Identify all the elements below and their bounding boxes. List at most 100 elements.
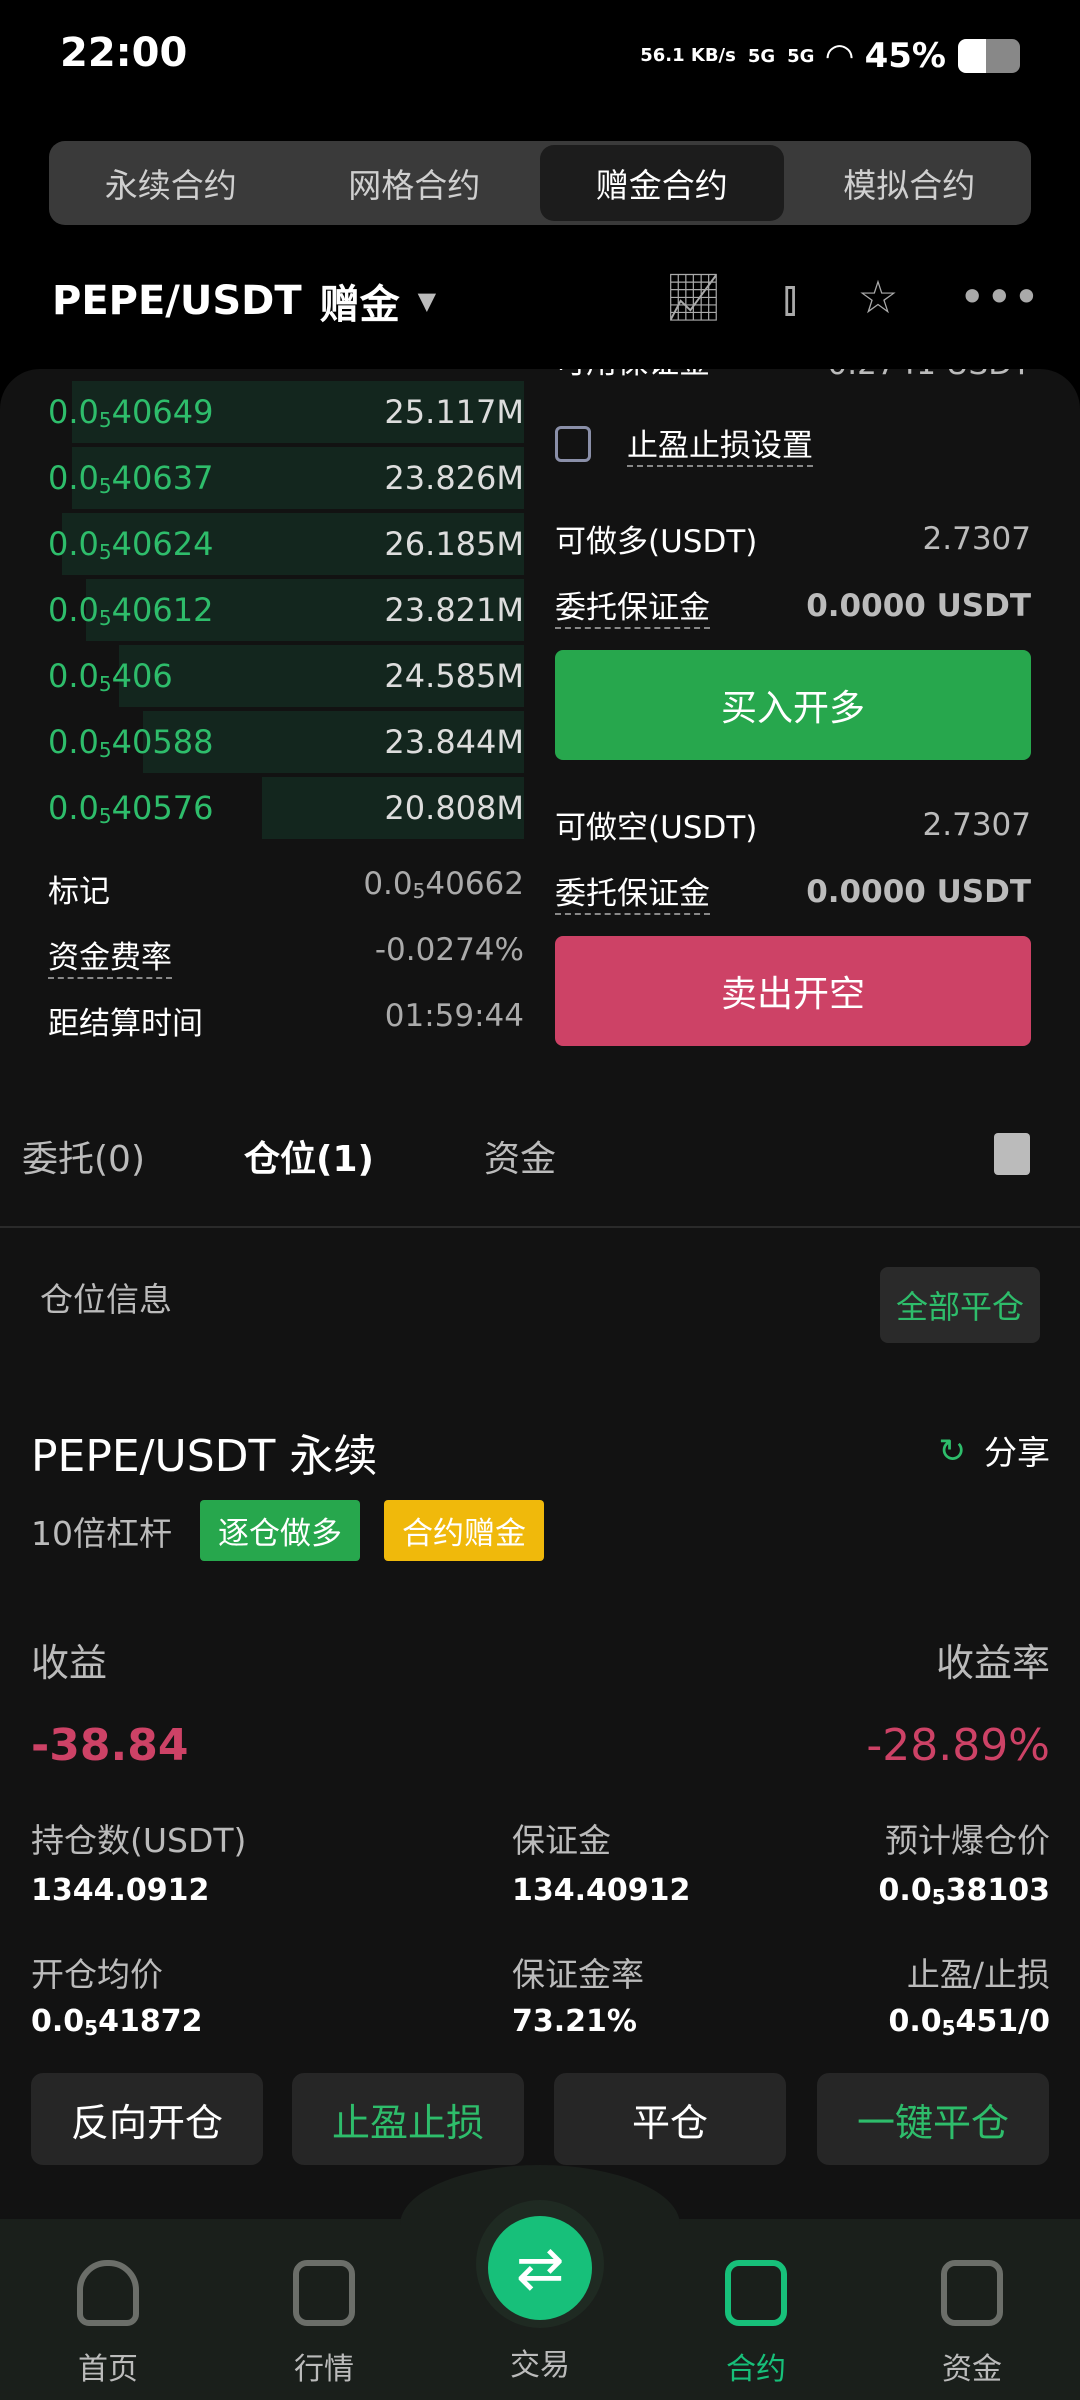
entry-label: 开仓均价 [31, 1955, 163, 1994]
orderbook-row[interactable]: 0.05406 24.585M [48, 645, 524, 707]
status-time: 22:00 [60, 30, 188, 76]
mark-price: 0.0540662 [363, 866, 524, 903]
pnl-label: 收益 [31, 1641, 108, 1685]
pair-selector[interactable]: PEPE/USDT 赠金 ▼ [52, 272, 436, 330]
long-label: 可做多(USDT) [555, 524, 758, 560]
ask-price: 0.0540612 [48, 590, 214, 630]
ask-price: 0.0540588 [48, 722, 214, 762]
star-icon[interactable]: ☆ [857, 270, 899, 324]
close-button[interactable]: 平仓 [554, 2073, 786, 2165]
margin-short-value: 0.0000 USDT [806, 873, 1031, 910]
orderbook-row[interactable]: 0.0540637 23.826M [48, 447, 524, 509]
nav-label: 合约 [726, 2352, 786, 2387]
liq-label: 预计爆仓价 [885, 1821, 1050, 1860]
position-symbol: PEPE/USDT 永续 [31, 1431, 378, 1482]
ask-price: 0.0540649 [48, 392, 214, 432]
margin-ratio: 73.21% [512, 2004, 637, 2039]
short-value: 2.7307 [922, 806, 1031, 843]
tpsl-checkbox[interactable] [555, 425, 591, 462]
tpsl-button[interactable]: 止盈止损 [292, 2073, 524, 2165]
markets-icon [293, 2260, 355, 2326]
margin-label[interactable]: 委托保证金 [555, 582, 710, 629]
quick-close-button[interactable]: 一键平仓 [817, 2073, 1049, 2165]
short-margin-row: 委托保证金 0.0000 USDT [555, 868, 1031, 915]
depth-bar [71, 447, 524, 509]
tpsl-setting[interactable]: 止盈止损设置 [555, 420, 1031, 467]
leverage: 10倍杠杆 [31, 1513, 172, 1553]
close-all-button[interactable]: 全部平仓 [880, 1267, 1040, 1343]
pair-name: PEPE/USDT [52, 278, 302, 324]
funding-rate-row: 资金费率 -0.0274% [48, 932, 524, 979]
depth-bar [86, 579, 524, 641]
tab-orders[interactable]: 委托(0) [22, 1139, 145, 1180]
tab-assets[interactable]: 资金 [484, 1139, 557, 1180]
nav-trade[interactable]: 交易 [470, 2340, 610, 2384]
tpsl-value: 0.05451/0 [888, 2004, 1050, 2040]
orderbook-row[interactable]: 0.0540624 26.185M [48, 513, 524, 575]
nav-label: 首页 [78, 2352, 138, 2387]
entry-price: 0.0541872 [31, 2004, 203, 2040]
ask-price: 0.0540624 [48, 524, 214, 564]
tab-demo[interactable]: 模拟合约 [843, 166, 976, 205]
orderbook-row[interactable]: 0.0540649 25.117M [48, 381, 524, 443]
signal-icon: 5G [747, 45, 776, 67]
ask-quantity: 20.808M [384, 789, 524, 827]
tab-perpetual[interactable]: 永续合约 [104, 166, 237, 205]
nav-assets[interactable]: 资金 [902, 2260, 1042, 2388]
ask-price: 0.05406 [48, 656, 173, 696]
margin-label[interactable]: 委托保证金 [555, 868, 710, 915]
position-tabs: 委托(0) 仓位(1) 资金 [22, 1130, 556, 1182]
buy-long-button[interactable]: 买入开多 [555, 650, 1031, 760]
orderbook-row[interactable]: 0.0540576 20.808M [48, 777, 524, 839]
funding-label[interactable]: 资金费率 [48, 932, 172, 979]
nav-markets[interactable]: 行情 [254, 2260, 394, 2388]
tab-positions[interactable]: 仓位(1) [244, 1139, 374, 1180]
bonus-badge: 合约赠金 [384, 1500, 544, 1561]
tab-grid[interactable]: 网格合约 [348, 166, 481, 205]
nav-label: 资金 [942, 2352, 1002, 2387]
contract-icon [725, 2260, 787, 2326]
position-tags: 10倍杠杆 逐仓做多 合约赠金 [31, 1500, 544, 1561]
ratio-label: 保证金率 [512, 1955, 644, 1994]
swap-icon[interactable]: ⇄ [488, 2216, 592, 2320]
orderbook-row[interactable]: 0.0540612 23.821M [48, 579, 524, 641]
ask-quantity: 23.821M [384, 591, 524, 629]
depth-bar [71, 381, 524, 443]
nav-home[interactable]: 首页 [38, 2260, 178, 2388]
more-icon[interactable]: ••• [958, 270, 1040, 324]
margin-label: 保证金 [512, 1821, 611, 1860]
settle-countdown: 01:59:44 [384, 998, 524, 1034]
pair-tag: 赠金 [319, 282, 400, 328]
share-icon: ↻ [938, 1430, 966, 1470]
top-toolbar: 📈︎ ⫾ ☆ ••• [664, 270, 1040, 326]
depth-bar [119, 645, 524, 707]
mark-label: 标记 [48, 874, 110, 910]
roe-value: -28.89% [866, 1720, 1050, 1771]
history-icon[interactable] [994, 1133, 1030, 1175]
funding-rate: -0.0274% [374, 932, 524, 968]
tpsl-label: 止盈/止损 [906, 1955, 1050, 1994]
contract-tabs: 永续合约 网格合约 赠金合约 模拟合约 [49, 141, 1031, 225]
short-label: 可做空(USDT) [555, 810, 758, 846]
settle-label: 距结算时间 [48, 1006, 203, 1042]
sell-short-button[interactable]: 卖出开空 [555, 936, 1031, 1046]
tab-bonus[interactable]: 赠金合约 [540, 145, 784, 221]
candlestick-icon[interactable]: ⫾ [782, 270, 798, 324]
ask-quantity: 25.117M [384, 393, 524, 431]
ask-quantity: 26.185M [384, 525, 524, 563]
nav-contracts[interactable]: 合约 [686, 2260, 826, 2388]
roe-label: 收益率 [935, 1641, 1050, 1685]
depth-bar [262, 777, 524, 839]
ask-price: 0.0540637 [48, 458, 214, 498]
size-value: 1344.0912 [31, 1873, 210, 1908]
orderbook-row[interactable]: 0.0540588 23.844M [48, 711, 524, 773]
share-button[interactable]: ↻ 分享 [938, 1426, 1050, 1474]
margin-value: 134.40912 [512, 1873, 691, 1908]
status-icons: 56.1 KB/s 5G 5G ◠ 45% [640, 36, 1020, 76]
margin-long-value: 0.0000 USDT [806, 587, 1031, 624]
liq-price: 0.0538103 [878, 1873, 1050, 1909]
reverse-button[interactable]: 反向开仓 [31, 2073, 263, 2165]
chart-icon[interactable]: 📈︎ [664, 270, 723, 324]
signal-icon: 5G [787, 45, 815, 67]
pnl-value: -38.84 [31, 1720, 189, 1771]
